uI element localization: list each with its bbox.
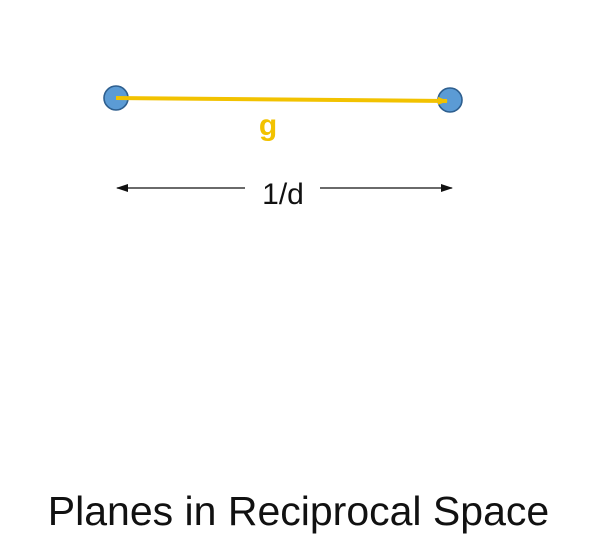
vector-g-arrow [115, 96, 448, 105]
distance-label: 1/d [262, 178, 304, 211]
diagram-caption: Planes in Reciprocal Space [47, 488, 550, 534]
vector-g-label: g [259, 109, 277, 142]
